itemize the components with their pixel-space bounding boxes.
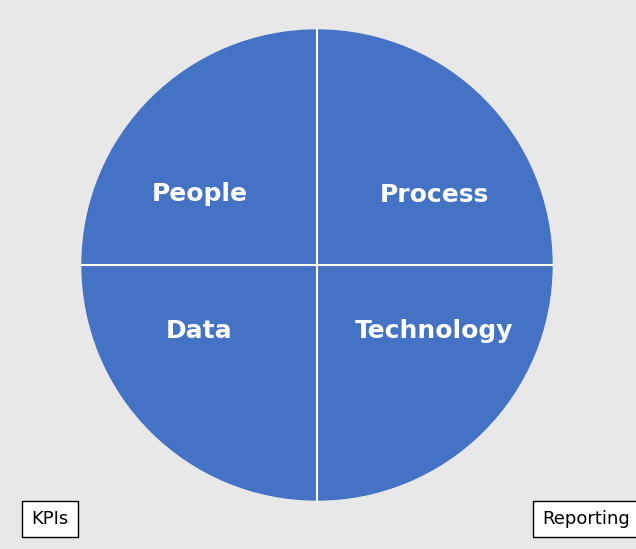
Text: Data: Data: [166, 319, 233, 343]
Text: KPIs: KPIs: [31, 510, 69, 528]
Text: People: People: [151, 182, 247, 206]
Circle shape: [82, 30, 552, 500]
Text: Process: Process: [380, 182, 489, 206]
Text: Reporting: Reporting: [542, 510, 630, 528]
Text: Technology: Technology: [356, 319, 514, 343]
